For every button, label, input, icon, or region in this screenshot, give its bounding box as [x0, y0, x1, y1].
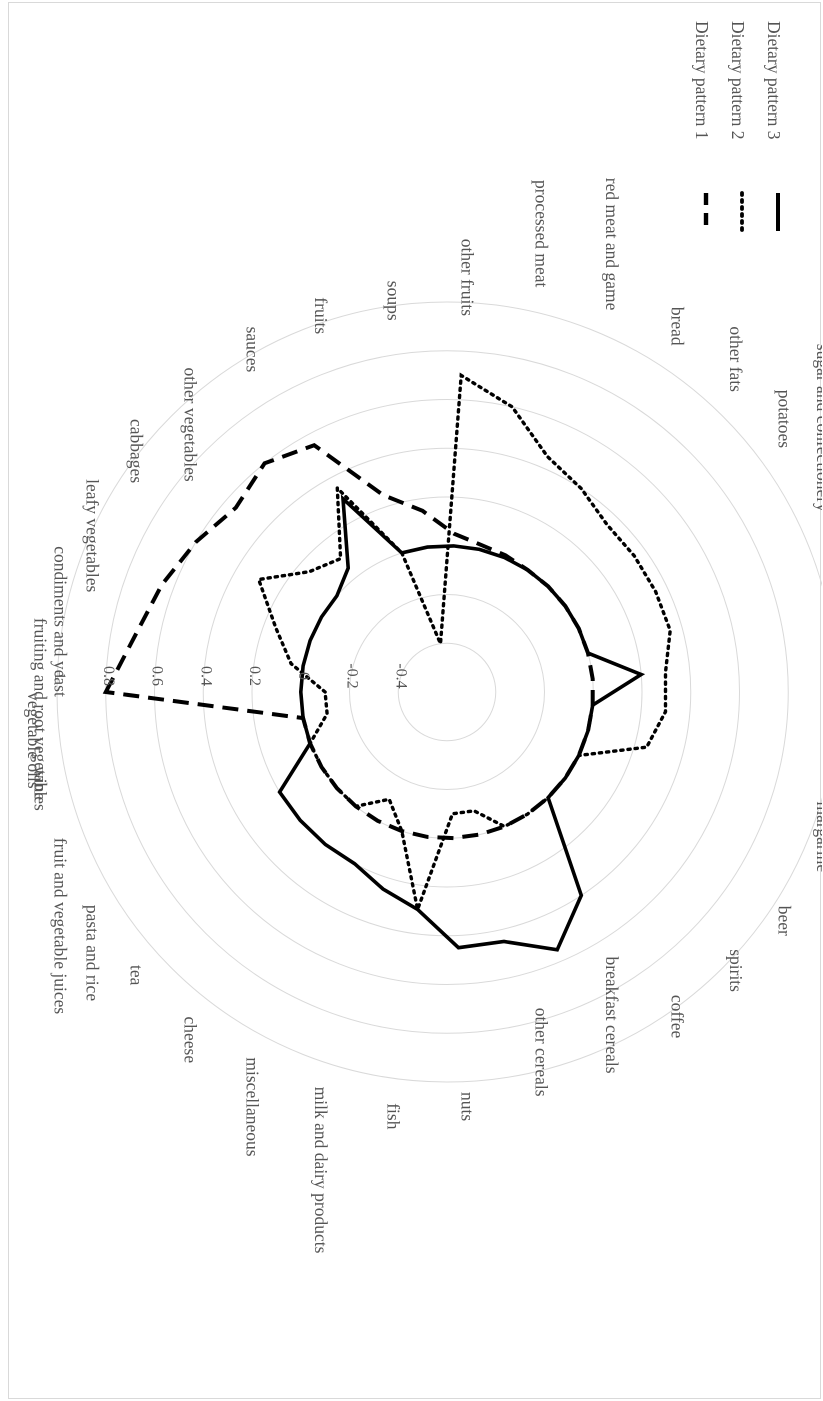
grid-ring-0: [397, 642, 497, 742]
category-label-potatoes: potatoes: [775, 390, 795, 449]
tick-label-0: -0.4: [392, 663, 409, 688]
tick-label-2: 0: [295, 672, 312, 680]
grid-ring-3: [251, 496, 643, 888]
grid-ring-7: [56, 301, 822, 1083]
tick-label-4: 0.4: [197, 666, 214, 686]
category-label-beer: beer: [775, 906, 795, 936]
grid-ring-4: [202, 447, 692, 937]
category-label-margarine: margarine: [813, 801, 822, 872]
legend: Dietary pattern 1 Dietary pattern 2 Dietar…: [692, 21, 784, 233]
tick-label-7: 1: [51, 672, 68, 680]
tick-label-5: 0.6: [149, 666, 166, 686]
category-label-other-fruits: other fruits: [458, 239, 478, 316]
tick-label-6: 0.8: [100, 666, 117, 686]
category-label-vegetable-oils: vegetable oils: [24, 692, 44, 789]
category-label-miscellaneous: miscellaneous: [242, 1057, 262, 1156]
category-label-leafy-vegetables: leafy vegetables: [83, 479, 103, 592]
category-label-fruiting-and-root-vegetables: fruiting and root vegetables: [31, 618, 51, 811]
category-label-breakfast-cereals: breakfast cereals: [602, 957, 622, 1074]
category-label-other-fats: other fats: [726, 326, 746, 392]
legend-label-2: Dietary pattern 2: [728, 21, 748, 140]
category-label-fruit-and-vegetable-juices: fruit and vegetable juices: [50, 838, 70, 1015]
category-label-fruits: fruits: [311, 297, 331, 334]
category-label-sauces: sauces: [242, 327, 262, 373]
category-label-bread: bread: [668, 307, 688, 346]
category-label-cabbages: cabbages: [126, 419, 146, 483]
category-label-spirits: spirits: [726, 949, 746, 992]
category-label-condiments-and-yeast: condiments and yeast: [50, 546, 70, 697]
category-label-processed-meat: processed meat: [531, 180, 551, 288]
category-label-sugar-and-confectionery: sugar and confectionery: [813, 344, 822, 512]
category-label-wine: wine: [31, 766, 51, 800]
category-label-cheese: cheese: [180, 1017, 200, 1064]
series-layer: [102, 372, 672, 952]
category-label-other-cereals: other cereals: [531, 1008, 551, 1097]
grid-ring-5: [154, 399, 740, 985]
category-label-other-vegetables: other vegetables: [180, 368, 200, 482]
category-label-pasta-and-rice: pasta and rice: [83, 905, 103, 1001]
category-label-nuts: nuts: [458, 1092, 478, 1121]
category-label-tea: tea: [126, 965, 146, 986]
legend-label-3: Dietary pattern 3: [764, 21, 784, 140]
category-label-soups: soups: [383, 281, 403, 321]
series-line-3: [277, 494, 646, 952]
category-label-fish: fish: [383, 1103, 403, 1130]
tick-label-1: -0.2: [344, 663, 361, 688]
tick-label-3: 0.2: [246, 666, 263, 686]
chart-frame: vegetable oils fruiting and root vegetabl…: [8, 2, 822, 1399]
series-line-2: [256, 372, 672, 916]
grid-ring-1: [349, 594, 545, 790]
grid-ring-6: [105, 350, 789, 1034]
legend-label-1: Dietary pattern 1: [692, 21, 712, 140]
series-line-1: [102, 442, 595, 841]
radar-grid: [56, 301, 822, 1083]
category-label-milk-and-dairy-products: milk and dairy products: [311, 1087, 331, 1254]
category-label-coffee: coffee: [668, 995, 688, 1039]
category-label-red-meat-and-game: red meat and game: [602, 178, 622, 311]
radial-tick-labels: -0.4 -0.2 0 0.2 0.4 0.6 0.8 1: [51, 663, 409, 688]
